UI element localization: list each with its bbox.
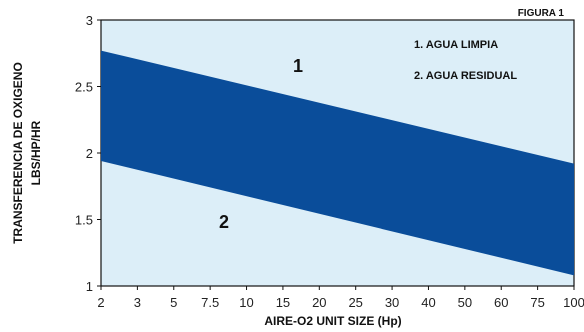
x-tick-label: 100 (563, 295, 584, 310)
y-axis-title-line-2: LBS/HP/HR (29, 120, 43, 185)
performance-band (101, 50, 574, 276)
x-tick-label: 40 (421, 295, 435, 310)
x-tick-label: 50 (458, 295, 472, 310)
x-tick-label: 3 (134, 295, 141, 310)
x-tick-label: 20 (312, 295, 326, 310)
x-tick-label: 25 (348, 295, 362, 310)
x-tick-label: 30 (385, 295, 399, 310)
y-tick-label: 1 (86, 279, 93, 294)
y-axis-title-line-1: TRANSFERENCIA DE OXIGENO (11, 62, 25, 244)
y-axis: 1 1.5 2 2.5 3 (75, 13, 101, 294)
x-tick-label: 5 (170, 295, 177, 310)
y-tick-label: 2.5 (75, 80, 93, 95)
legend-item-clean-water: 1. AGUA LIMPIA (414, 39, 498, 51)
figure-label: FIGURA 1 (518, 8, 565, 19)
region-label-1: 1 (293, 56, 303, 76)
x-tick-label: 60 (494, 295, 508, 310)
x-axis-title: AIRE-O2 UNIT SIZE (Hp) (264, 314, 401, 328)
y-tick-label: 2 (86, 146, 93, 161)
y-tick-label: 3 (86, 13, 93, 28)
legend-item-wastewater: 2. AGUA RESIDUAL (414, 70, 517, 82)
x-tick-label: 75 (530, 295, 544, 310)
x-tick-label: 10 (239, 295, 253, 310)
x-tick-label: 2 (97, 295, 104, 310)
x-tick-label: 15 (276, 295, 290, 310)
region-label-2: 2 (219, 212, 229, 232)
y-tick-label: 1.5 (75, 213, 93, 228)
x-tick-label: 7.5 (201, 295, 219, 310)
x-axis: 2 3 5 7.5 10 15 20 25 30 40 50 60 75 100 (97, 286, 584, 310)
